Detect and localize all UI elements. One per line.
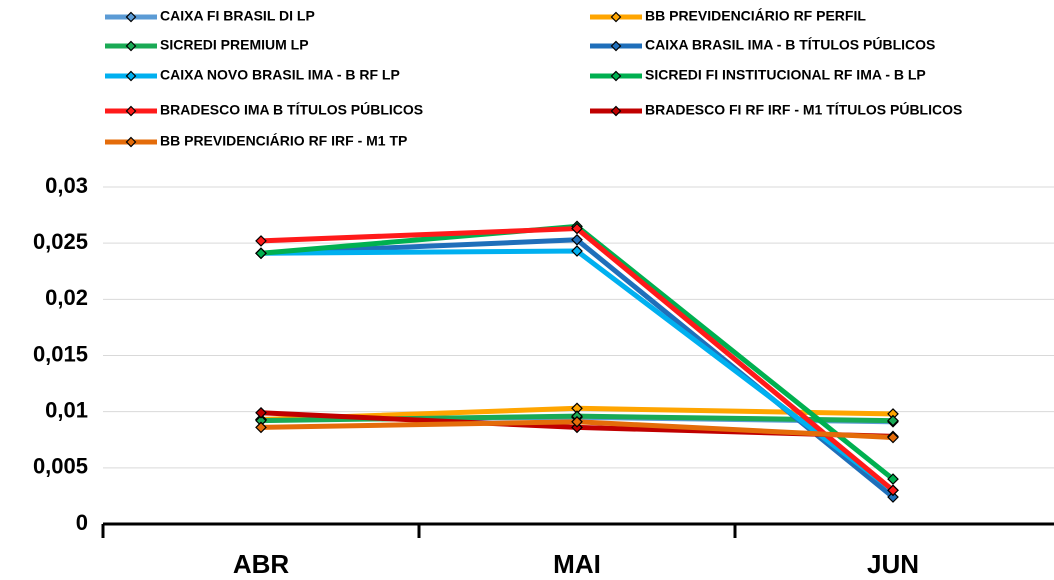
- y-tick-label: 0,025: [33, 229, 88, 254]
- y-tick-label: 0,02: [45, 285, 88, 310]
- legend-marker: [610, 40, 622, 52]
- y-tick-label: 0,03: [45, 173, 88, 198]
- marker: [571, 245, 583, 257]
- marker: [571, 233, 583, 246]
- legend-label: BRADESCO FI RF IRF - M1 TÍTULOS PÚBLICOS: [645, 101, 962, 118]
- marker: [887, 491, 899, 503]
- marker: [887, 431, 899, 444]
- y-tick-label: 0: [76, 510, 88, 535]
- y-tick-label: 0,015: [33, 341, 88, 366]
- legend-marker: [610, 105, 622, 117]
- series-line: [260, 237, 895, 499]
- x-tick-label: ABR: [233, 549, 290, 579]
- marker: [571, 222, 583, 235]
- legend-label: SICREDI FI INSTITUCIONAL RF IMA - B LP: [645, 67, 926, 83]
- marker: [887, 484, 899, 497]
- legend-marker: [125, 40, 137, 52]
- legend-label: BB PREVIDENCIÁRIO RF IRF - M1 TP: [160, 133, 407, 149]
- legend-label: CAIXA NOVO BRASIL IMA - B RF LP: [160, 67, 400, 83]
- marker: [571, 415, 583, 428]
- marker: [887, 414, 899, 427]
- legend-marker: [125, 105, 137, 117]
- legend-marker: [610, 70, 622, 82]
- legend-marker: [125, 70, 137, 82]
- series-line: [260, 248, 895, 493]
- marker: [255, 247, 267, 260]
- series-line: [260, 223, 895, 482]
- marker: [255, 406, 267, 419]
- legend-label: BRADESCO IMA B TÍTULOS PÚBLICOS: [160, 101, 423, 118]
- y-tick-label: 0,01: [45, 397, 88, 422]
- series-line: [260, 226, 895, 493]
- legend-label: CAIXA BRASIL IMA - B TÍTULOS PÚBLICOS: [645, 36, 935, 53]
- legend-label: CAIXA FI BRASIL DI LP: [160, 8, 315, 24]
- y-tick-label: 0,005: [33, 454, 88, 479]
- legend-marker: [610, 11, 622, 23]
- x-tick-label: MAI: [553, 549, 601, 579]
- marker: [887, 473, 899, 485]
- x-tick-label: JUN: [867, 549, 919, 579]
- marker: [255, 235, 267, 247]
- legend-label: BB PREVIDENCIÁRIO RF PERFIL: [645, 8, 866, 24]
- legend-label: SICREDI PREMIUM LP: [160, 37, 309, 53]
- marker: [255, 421, 267, 434]
- legend-marker: [125, 11, 137, 23]
- legend-marker: [125, 136, 137, 148]
